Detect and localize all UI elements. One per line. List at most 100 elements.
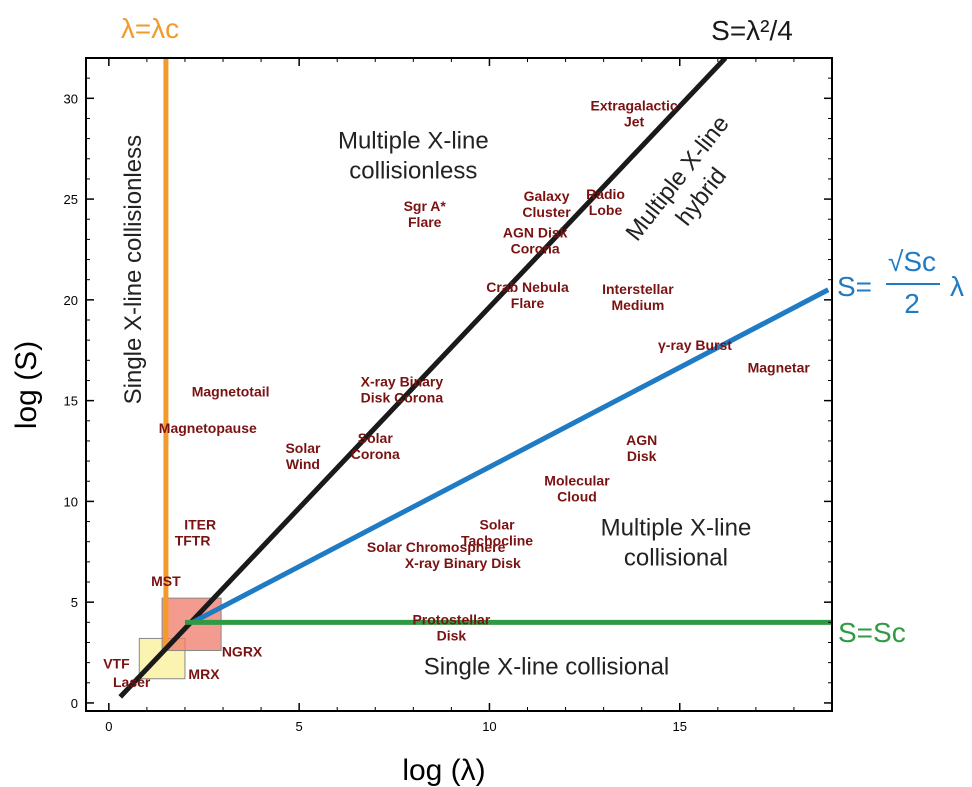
object-label-12-line: Solar	[358, 430, 394, 446]
object-label-19-line: ITER	[184, 517, 216, 533]
label-s-sqrt-suffix: λ	[950, 271, 964, 302]
label-s-lambda2: S=λ²/4	[711, 15, 793, 46]
object-label-5-line: Crab Nebula	[486, 279, 569, 295]
object-label-8-line: Magnetar	[748, 359, 811, 375]
object-label-4-line: Corona	[511, 240, 560, 256]
object-label-26-line: Laser	[113, 674, 151, 690]
object-label-20: TFTR	[175, 533, 211, 549]
object-label-7: γ-ray Burst	[658, 337, 732, 353]
object-label-24: MRX	[188, 666, 220, 682]
object-label-1: Galaxy Cluster	[522, 188, 571, 220]
object-label-13: Solar Wind	[285, 440, 321, 472]
axes	[85, 57, 833, 712]
object-label-7-line: γ-ray Burst	[658, 337, 732, 353]
object-label-18-line: X-ray Binary Disk	[405, 555, 521, 571]
region-label-1-line: Single X-line collisionless	[120, 135, 147, 404]
object-label-2: Radio Lobe	[586, 186, 625, 218]
object-label-22-line: Disk	[437, 627, 467, 643]
object-labels: Extragalactic Jet Galaxy Cluster Radio Lobe Sg…	[103, 97, 810, 689]
object-label-24-line: MRX	[188, 666, 220, 682]
object-label-12-line: Corona	[351, 446, 400, 462]
object-label-12: Solar Corona	[351, 430, 400, 462]
x-tick-label: 0	[105, 719, 112, 734]
region-label-0-line: collisionless	[349, 158, 477, 185]
object-label-25-line: VTF	[103, 656, 130, 672]
object-label-14-line: AGN	[626, 432, 657, 448]
object-label-5: Crab Nebula Flare	[486, 279, 569, 311]
y-tick-label: 15	[64, 394, 78, 409]
object-label-0-line: Jet	[624, 113, 645, 129]
object-label-22: Protostellar Disk	[412, 611, 490, 643]
object-label-18: X-ray Binary Disk	[405, 555, 521, 571]
object-label-15-line: Cloud	[557, 488, 597, 504]
object-label-1-line: Galaxy	[524, 188, 570, 204]
object-label-6-line: Medium	[611, 297, 664, 313]
object-label-15-line: Molecular	[544, 472, 610, 488]
object-label-3-line: Flare	[408, 214, 442, 230]
series-line-s-lambda2	[118, 58, 728, 699]
object-label-15: Molecular Cloud	[544, 472, 610, 504]
label-lambda-c: λ=λc	[121, 13, 179, 44]
object-label-25: VTF	[103, 656, 130, 672]
object-label-4: AGN Disk Corona	[503, 224, 568, 256]
region-label-4: Single X-line collisional	[424, 654, 669, 681]
scaling-lines	[118, 58, 832, 699]
label-s-sqrt-numerator: √Sc	[888, 246, 936, 277]
object-label-17: Solar Chromosphere	[367, 539, 506, 555]
object-label-6-line: Interstellar	[602, 281, 674, 297]
object-label-17-line: Solar Chromosphere	[367, 539, 506, 555]
object-label-5-line: Flare	[511, 295, 545, 311]
object-label-6: Interstellar Medium	[602, 281, 674, 313]
y-tick-label: 25	[64, 192, 78, 207]
object-label-14-line: Disk	[627, 448, 657, 464]
object-label-11: Magnetopause	[159, 420, 257, 436]
object-label-13-line: Solar	[285, 440, 321, 456]
object-label-16: Solar Tachocline	[461, 517, 533, 549]
object-label-26: Laser	[113, 674, 151, 690]
object-label-13-line: Wind	[286, 456, 320, 472]
region-label-2: Multiple X-linehybrid	[621, 111, 759, 265]
region-label-3-line: collisional	[624, 545, 728, 572]
x-tick-label: 5	[296, 719, 303, 734]
plot-frame	[85, 57, 833, 712]
object-label-23: NGRX	[222, 644, 263, 660]
object-label-0: Extragalactic Jet	[590, 97, 677, 129]
ticks: 0 5 10 15 0 5 10 15 20 25 30	[64, 58, 832, 734]
object-label-23-line: NGRX	[222, 644, 263, 660]
object-label-3: Sgr A* Flare	[404, 198, 447, 230]
series-line-s-sqrt	[191, 287, 830, 625]
object-label-20-line: TFTR	[175, 533, 211, 549]
object-label-0-line: Extragalactic	[590, 97, 677, 113]
region-label-3: Multiple X-line collisional	[601, 515, 752, 572]
y-tick-label: 10	[64, 494, 78, 509]
object-label-21: MST	[151, 573, 181, 589]
object-label-8: Magnetar	[748, 359, 811, 375]
x-tick-label: 10	[482, 719, 496, 734]
object-label-16-line: Solar	[480, 517, 516, 533]
y-axis-title: log (S)	[10, 341, 43, 429]
region-label-0-line: Multiple X-line	[338, 128, 489, 155]
y-tick-label: 30	[64, 91, 78, 106]
object-label-1-line: Cluster	[522, 204, 571, 220]
y-tick-label: 0	[71, 696, 78, 711]
object-label-22-line: Protostellar	[412, 611, 490, 627]
label-s-sqrt: S= √Sc 2λ	[837, 246, 964, 319]
label-s-c: S=Sc	[838, 617, 906, 648]
y-tick-label: 20	[64, 293, 78, 308]
object-label-10: Magnetotail	[192, 384, 270, 400]
object-label-21-line: MST	[151, 573, 181, 589]
object-label-10-line: Magnetotail	[192, 384, 270, 400]
object-label-4-line: AGN Disk	[503, 224, 568, 240]
object-label-9-line: X-ray Binary	[361, 374, 444, 390]
label-s-sqrt-prefix: S=	[837, 271, 872, 302]
region-label-3-line: Multiple X-line	[601, 515, 752, 542]
object-label-16-line: Tachocline	[461, 533, 533, 549]
x-axis-title: log (λ)	[402, 754, 485, 787]
object-label-14: AGN Disk	[626, 432, 657, 464]
line-labels: λ=λc S=λ²/4 S= √Sc 2λ S=Sc	[121, 13, 964, 648]
object-label-19: ITER	[184, 517, 216, 533]
object-label-2-line: Lobe	[589, 202, 623, 218]
y-tick-label: 5	[71, 595, 78, 610]
object-label-9: X-ray Binary Disk Corona	[361, 374, 444, 406]
